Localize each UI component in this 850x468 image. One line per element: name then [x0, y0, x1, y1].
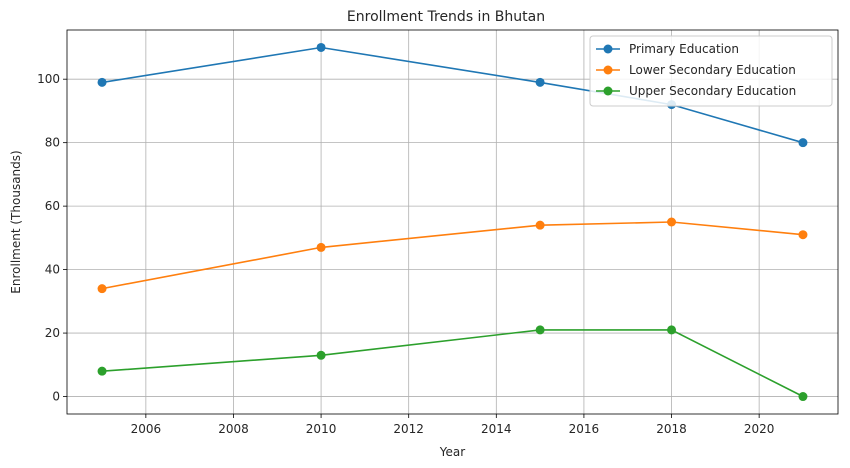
y-tick-label: 40: [45, 263, 60, 277]
data-point: [535, 77, 545, 87]
legend: Primary Education Lower Secondary Educati…: [589, 35, 833, 107]
y-tick-label: 100: [37, 72, 60, 86]
data-point: [798, 392, 808, 402]
x-tick-label: 2006: [131, 422, 162, 436]
data-point: [667, 325, 677, 335]
x-tick-label: 2018: [656, 422, 687, 436]
x-axis-title: Year: [439, 445, 465, 459]
chart-title: Enrollment Trends in Bhutan: [347, 9, 545, 25]
series-line: [101, 329, 804, 398]
x-tick-label: 2014: [481, 422, 512, 436]
data-point: [798, 138, 808, 148]
y-axis-title: Enrollment (Thousands): [9, 150, 23, 293]
y-tick-label: 0: [52, 390, 60, 404]
legend-marker: [603, 86, 613, 96]
series-group: [97, 217, 808, 294]
legend-marker: [603, 65, 613, 75]
data-point: [97, 77, 107, 87]
x-tick-label: 2012: [393, 422, 424, 436]
legend-label: Primary Education: [629, 42, 739, 56]
legend-item: Primary Education: [596, 42, 739, 56]
axis-ticks: 2006 2008 2010 2012 2014 2016 2018 2020 0 20 40 60 8…: [37, 72, 774, 436]
legend-label: Upper Secondary Education: [629, 84, 796, 98]
data-point: [667, 217, 677, 227]
x-tick-label: 2020: [744, 422, 775, 436]
legend-item: Upper Secondary Education: [596, 84, 796, 98]
x-tick-label: 2016: [569, 422, 600, 436]
plot-area-frame: [66, 29, 839, 415]
data-point: [535, 325, 545, 335]
series-line: [101, 221, 804, 290]
data-series: [97, 42, 808, 402]
legend-marker: [603, 44, 613, 54]
data-point: [97, 366, 107, 376]
y-tick-label: 20: [45, 326, 60, 340]
data-point: [798, 230, 808, 240]
x-tick-label: 2008: [218, 422, 249, 436]
data-point: [316, 350, 326, 360]
data-point: [316, 242, 326, 252]
y-tick-label: 80: [45, 136, 60, 150]
y-tick-label: 60: [45, 199, 60, 213]
x-tick-label: 2010: [306, 422, 337, 436]
legend-label: Lower Secondary Education: [629, 63, 796, 77]
series-group: [97, 42, 808, 148]
series-group: [97, 325, 808, 402]
data-point: [535, 220, 545, 230]
legend-item: Lower Secondary Education: [596, 63, 796, 77]
data-point: [316, 42, 326, 52]
data-point: [97, 284, 107, 294]
legend-box: [589, 35, 833, 107]
